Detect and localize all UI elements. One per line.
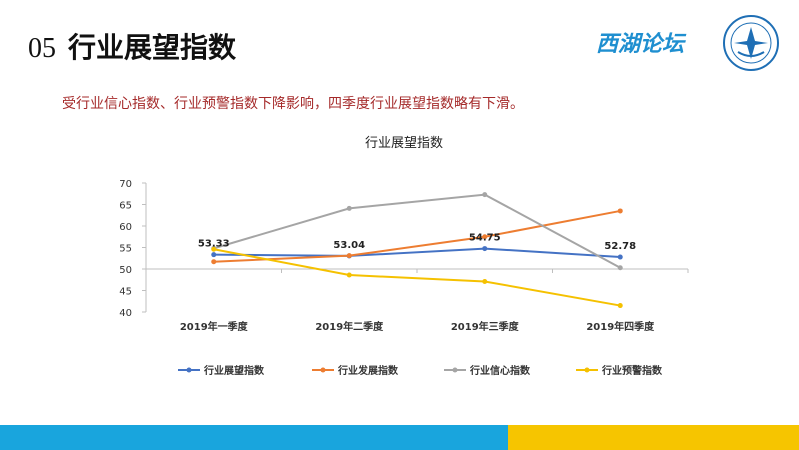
y-tick-label: 60 bbox=[119, 222, 132, 233]
legend-marker bbox=[452, 367, 458, 373]
line-chart: 行业展望指数 40 45 50 55 60 65 70 2019年一季度 2019年二季度 201… bbox=[119, 135, 689, 377]
section-number: 05 bbox=[28, 33, 56, 64]
y-tick-label: 50 bbox=[119, 265, 132, 276]
legend-marker bbox=[320, 367, 326, 373]
y-tick-label: 65 bbox=[119, 201, 132, 212]
section-title: 行业展望指数 bbox=[68, 31, 237, 64]
data-point bbox=[211, 259, 217, 265]
data-point bbox=[617, 265, 623, 271]
legend-label: 行业信心指数 bbox=[469, 364, 531, 377]
data-point bbox=[482, 192, 488, 198]
y-tick-label: 70 bbox=[119, 179, 132, 190]
chart-legend: 行业展望指数 行业发展指数 行业信心指数 行业预警指数 bbox=[178, 364, 663, 377]
data-point bbox=[346, 253, 352, 259]
series-line bbox=[213, 209, 621, 263]
forum-logo-icon bbox=[723, 15, 779, 71]
data-point bbox=[482, 246, 488, 252]
series-line bbox=[213, 247, 621, 259]
series-line bbox=[213, 193, 621, 269]
legend-label: 行业预警指数 bbox=[601, 364, 663, 377]
brand-name: 西湖论坛 bbox=[596, 31, 685, 57]
chart-axes: 40 45 50 55 60 65 70 2019年一季度 2019年二季度 2019年三季度 20… bbox=[119, 179, 689, 333]
slide-title: 05 行业展望指数 bbox=[28, 26, 236, 66]
series-line bbox=[213, 248, 621, 307]
x-tick-label: 2019年二季度 bbox=[315, 320, 384, 333]
y-tick-label: 40 bbox=[119, 308, 132, 319]
chart-title: 行业展望指数 bbox=[365, 135, 443, 151]
legend-label: 行业展望指数 bbox=[203, 364, 265, 377]
y-tick-label: 55 bbox=[119, 244, 132, 255]
data-point bbox=[482, 278, 488, 284]
data-point bbox=[211, 246, 217, 252]
data-point bbox=[617, 208, 623, 214]
data-label: 53.04 bbox=[333, 240, 365, 251]
chart-series: 53.33 53.04 54.75 52.78 bbox=[198, 192, 636, 309]
legend-label: 行业发展指数 bbox=[337, 364, 399, 377]
legend-marker bbox=[186, 367, 192, 373]
footer-bar-yellow bbox=[508, 425, 799, 450]
x-tick-label: 2019年四季度 bbox=[586, 320, 655, 333]
data-label: 54.75 bbox=[469, 233, 501, 244]
data-point bbox=[346, 205, 352, 211]
data-label: 52.78 bbox=[604, 241, 636, 252]
data-point bbox=[346, 272, 352, 278]
data-point bbox=[617, 254, 623, 260]
data-point bbox=[482, 234, 488, 240]
x-tick-label: 2019年三季度 bbox=[451, 320, 520, 333]
summary-text: 受行业信心指数、行业预警指数下降影响，四季度行业展望指数略有下滑。 bbox=[62, 96, 524, 112]
legend-marker bbox=[584, 367, 590, 373]
data-label: 53.33 bbox=[198, 239, 230, 250]
data-point bbox=[617, 303, 623, 309]
x-tick-label: 2019年一季度 bbox=[180, 320, 249, 333]
data-point bbox=[211, 252, 217, 258]
footer-bar-blue bbox=[0, 425, 508, 450]
y-tick-label: 45 bbox=[119, 287, 132, 298]
